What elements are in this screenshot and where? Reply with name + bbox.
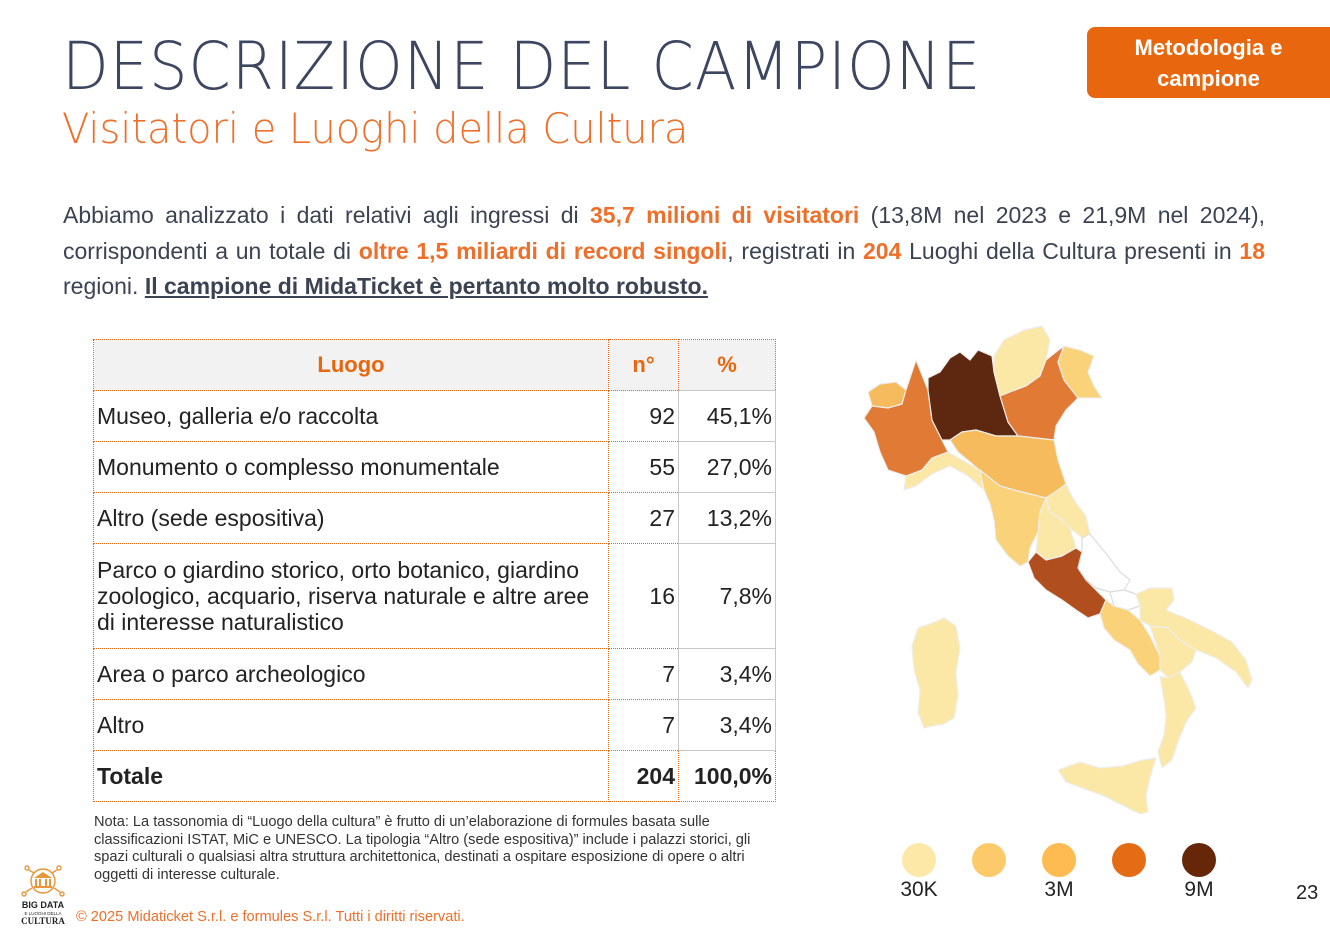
cell-percent: 13,2% <box>678 492 776 544</box>
legend-label-30k: 30K <box>900 878 938 901</box>
cell-luogo: Monumento o complesso monumentale <box>93 441 609 493</box>
legend-label-9m: 9M <box>1184 878 1214 901</box>
legend-label-3m: 3M <box>1044 878 1074 901</box>
copyright-text: © 2025 Midaticket S.r.l. e formules S.r.… <box>76 909 465 925</box>
cell-count: 7 <box>608 648 679 700</box>
legend-swatch-3m <box>1042 843 1076 877</box>
intro-highlight-records: oltre 1,5 miliardi di record singoli <box>358 237 728 264</box>
svg-text:CULTURA: CULTURA <box>21 916 65 926</box>
big-data-logo: BIG DATA E LUOGHI DELLA CULTURA <box>21 865 65 926</box>
table-row: Parco o giardino storico, orto botanico,… <box>93 543 776 649</box>
header-luogo: Luogo <box>93 339 609 391</box>
table-row: Area o parco archeologico 7 3,4% <box>93 648 776 700</box>
region-sardegna <box>911 617 961 729</box>
intro-highlight-places: 204 <box>863 237 902 264</box>
intro-text: Abbiamo analizzato i dati relativi agli … <box>63 202 590 228</box>
cell-luogo: Altro (sede espositiva) <box>93 492 609 544</box>
cell-percent: 7,8% <box>678 543 776 649</box>
cell-total-label: Totale <box>93 750 609 802</box>
header-count: n° <box>608 339 679 391</box>
intro-text: (13,8M nel 2023 e 21,9M nel 2024), corri… <box>63 202 1266 264</box>
page-subtitle: Visitatori e Luoghi della Cultura <box>62 104 689 153</box>
region-lazio <box>1027 547 1107 619</box>
region-basilicata <box>1149 625 1197 679</box>
cell-percent: 27,0% <box>678 441 776 493</box>
table-row: Altro (sede espositiva) 27 13,2% <box>93 492 776 544</box>
region-sicilia <box>1057 757 1157 815</box>
intro-text: Luoghi della Cultura presenti in <box>901 237 1240 264</box>
cell-count: 16 <box>608 543 679 649</box>
places-table: Luogo n° % Museo, galleria e/o raccolta … <box>93 339 776 802</box>
page-title: DESCRIZIONE DEL CAMPIONE <box>62 28 982 105</box>
header-percent: % <box>678 339 776 391</box>
legend-swatch-30k <box>902 843 936 877</box>
table-row: Museo, galleria e/o raccolta 92 45,1% <box>93 390 776 442</box>
section-badge: Metodologia e campione <box>1087 27 1330 98</box>
cell-total-count: 204 <box>608 750 679 802</box>
table-row: Monumento o complesso monumentale 55 27,… <box>93 441 776 493</box>
cell-total-percent: 100,0% <box>678 750 776 802</box>
legend-swatch-9m <box>1182 843 1216 877</box>
svg-text:BIG DATA: BIG DATA <box>22 900 65 910</box>
intro-conclusion: Il campione di MidaTicket è pertanto mol… <box>144 273 708 299</box>
cell-count: 27 <box>608 492 679 544</box>
intro-text: regioni. <box>63 273 145 299</box>
cell-luogo: Altro <box>93 699 609 751</box>
cell-percent: 3,4% <box>678 648 776 700</box>
table-row: Altro 7 3,4% <box>93 699 776 751</box>
intro-highlight-regions: 18 <box>1239 237 1265 264</box>
page-number: 23 <box>1296 882 1319 904</box>
legend-swatch-4 <box>1112 843 1146 877</box>
region-toscana <box>979 469 1047 567</box>
intro-text: , registrati in <box>727 237 863 264</box>
table-header-row: Luogo n° % <box>93 339 776 391</box>
cell-luogo: Parco o giardino storico, orto botanico,… <box>93 543 609 649</box>
intro-highlight-visitors: 35,7 milioni di visitatori <box>589 202 860 228</box>
legend-swatch-2 <box>972 843 1006 877</box>
region-veneto <box>999 345 1079 441</box>
cell-luogo: Area o parco archeologico <box>93 648 609 700</box>
section-badge-label: Metodologia e campione <box>1134 34 1283 91</box>
cell-count: 55 <box>608 441 679 493</box>
svg-text:E LUOGHI DELLA: E LUOGHI DELLA <box>24 911 61 916</box>
region-calabria <box>1157 671 1197 769</box>
table-note: Nota: La tassonomia di “Luogo della cult… <box>94 814 751 883</box>
table-total-row: Totale 204 100,0% <box>93 750 776 802</box>
region-friuli <box>1057 345 1103 399</box>
intro-paragraph: Abbiamo analizzato i dati relativi agli … <box>63 198 1265 305</box>
cell-luogo: Museo, galleria e/o raccolta <box>93 390 609 442</box>
